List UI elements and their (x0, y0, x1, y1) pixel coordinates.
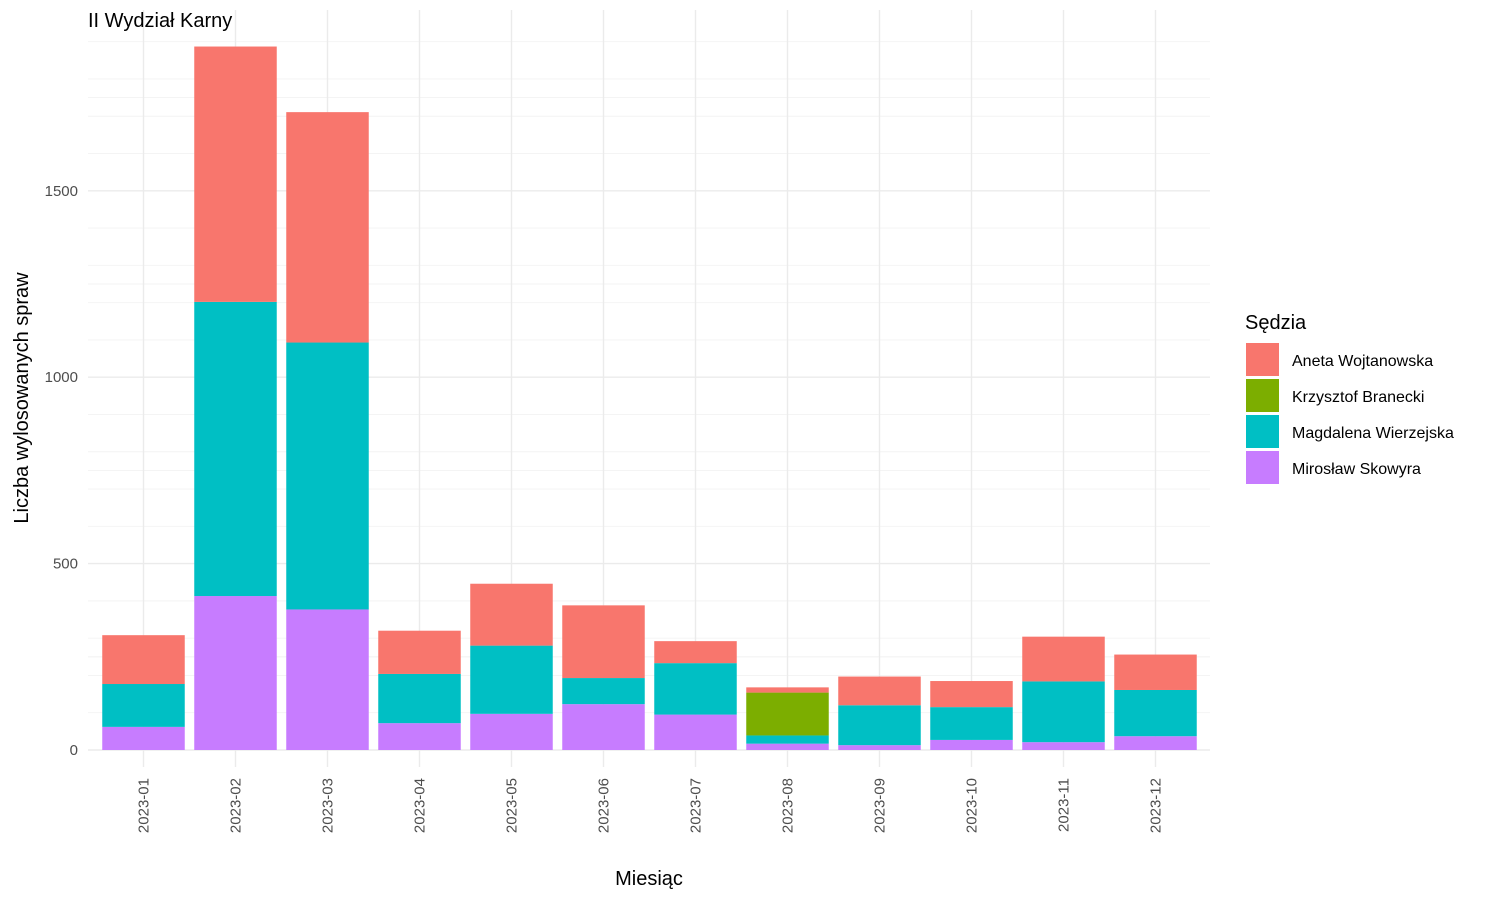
bar-segment-2023-08-miros-aw-skowyra (746, 743, 829, 750)
bars-layer (102, 46, 1197, 750)
bar-segment-2023-12-magdalena-wierzejska (1114, 689, 1197, 737)
chart-title: II Wydział Karny (88, 10, 232, 32)
x-tick-label: 2023-06 (596, 778, 613, 833)
bar-segment-2023-11-miros-aw-skowyra (1022, 742, 1105, 750)
bar-segment-2023-03-aneta-wojtanowska (286, 112, 369, 343)
bar-segment-2023-12-miros-aw-skowyra (1114, 736, 1197, 750)
bar-segment-2023-10-miros-aw-skowyra (930, 739, 1013, 750)
x-tick-label: 2023-11 (1056, 778, 1073, 832)
x-tick-label: 2023-12 (1148, 778, 1165, 833)
bar-segment-2023-10-magdalena-wierzejska (930, 707, 1013, 740)
x-tick-label: 2023-04 (412, 778, 429, 833)
x-tick-label: 2023-09 (872, 778, 889, 833)
legend-title: Sędzia (1245, 312, 1307, 334)
bar-segment-2023-05-aneta-wojtanowska (470, 583, 553, 646)
x-tick-label: 2023-03 (320, 778, 337, 833)
y-tick-label: 1000 (45, 369, 78, 386)
bar-segment-2023-01-aneta-wojtanowska (102, 635, 185, 685)
legend-label: Magdalena Wierzejska (1292, 425, 1454, 442)
bar-segment-2023-12-aneta-wojtanowska (1114, 654, 1197, 690)
bar-segment-2023-08-aneta-wojtanowska (746, 687, 829, 693)
bar-segment-2023-03-miros-aw-skowyra (286, 609, 369, 750)
x-tick-label: 2023-01 (136, 778, 153, 833)
bar-segment-2023-03-magdalena-wierzejska (286, 342, 369, 610)
bar-segment-2023-09-magdalena-wierzejska (838, 705, 921, 746)
bar-segment-2023-09-miros-aw-skowyra (838, 745, 921, 750)
x-axis-title: Miesiąc (615, 868, 683, 890)
legend-label: Aneta Wojtanowska (1292, 353, 1433, 370)
y-tick-label: 500 (53, 556, 78, 573)
bar-segment-2023-11-magdalena-wierzejska (1022, 681, 1105, 743)
x-tick-label: 2023-05 (504, 778, 521, 833)
bar-segment-2023-08-magdalena-wierzejska (746, 735, 829, 744)
bar-segment-2023-05-miros-aw-skowyra (470, 713, 553, 750)
bar-segment-2023-02-miros-aw-skowyra (194, 596, 277, 750)
y-axis-title: Liczba wylosowanych spraw (11, 272, 33, 524)
bar-segment-2023-11-aneta-wojtanowska (1022, 636, 1105, 682)
bar-segment-2023-08-krzysztof-branecki (746, 692, 829, 736)
legend-label: Krzysztof Branecki (1292, 389, 1424, 406)
legend-swatch (1246, 451, 1279, 484)
bar-segment-2023-04-magdalena-wierzejska (378, 673, 461, 724)
x-tick-label: 2023-07 (688, 778, 705, 833)
legend-swatch (1246, 343, 1279, 376)
x-axis-ticks: 2023-01 2023-02 2023-03 2023-04 2023-05 2023-… (136, 778, 1165, 833)
bar-segment-2023-10-aneta-wojtanowska (930, 681, 1013, 708)
y-axis-ticks: 0 500 1000 1500 (45, 183, 78, 759)
x-tick-label: 2023-08 (780, 778, 797, 833)
legend: Sędzia Aneta Wojtanowska Krzysztof Branec… (1245, 312, 1454, 484)
bar-segment-2023-04-miros-aw-skowyra (378, 723, 461, 750)
bar-segment-2023-04-aneta-wojtanowska (378, 630, 461, 674)
bar-segment-2023-07-miros-aw-skowyra (654, 714, 737, 750)
bar-segment-2023-07-aneta-wojtanowska (654, 641, 737, 664)
bar-segment-2023-01-miros-aw-skowyra (102, 726, 185, 750)
x-tick-label: 2023-02 (228, 778, 245, 833)
bar-segment-2023-07-magdalena-wierzejska (654, 663, 737, 715)
bar-segment-2023-05-magdalena-wierzejska (470, 645, 553, 714)
legend-swatch (1246, 379, 1279, 412)
bar-segment-2023-02-magdalena-wierzejska (194, 301, 277, 597)
bar-segment-2023-09-aneta-wojtanowska (838, 676, 921, 706)
legend-swatch (1246, 415, 1279, 448)
bar-segment-2023-06-aneta-wojtanowska (562, 605, 645, 679)
bar-segment-2023-01-magdalena-wierzejska (102, 684, 185, 727)
y-tick-label: 0 (70, 742, 78, 759)
legend-label: Mirosław Skowyra (1292, 461, 1421, 478)
bar-segment-2023-06-magdalena-wierzejska (562, 678, 645, 705)
x-tick-label: 2023-10 (964, 778, 981, 833)
bar-segment-2023-02-aneta-wojtanowska (194, 46, 277, 302)
bar-segment-2023-06-miros-aw-skowyra (562, 704, 645, 750)
y-tick-label: 1500 (45, 183, 78, 200)
